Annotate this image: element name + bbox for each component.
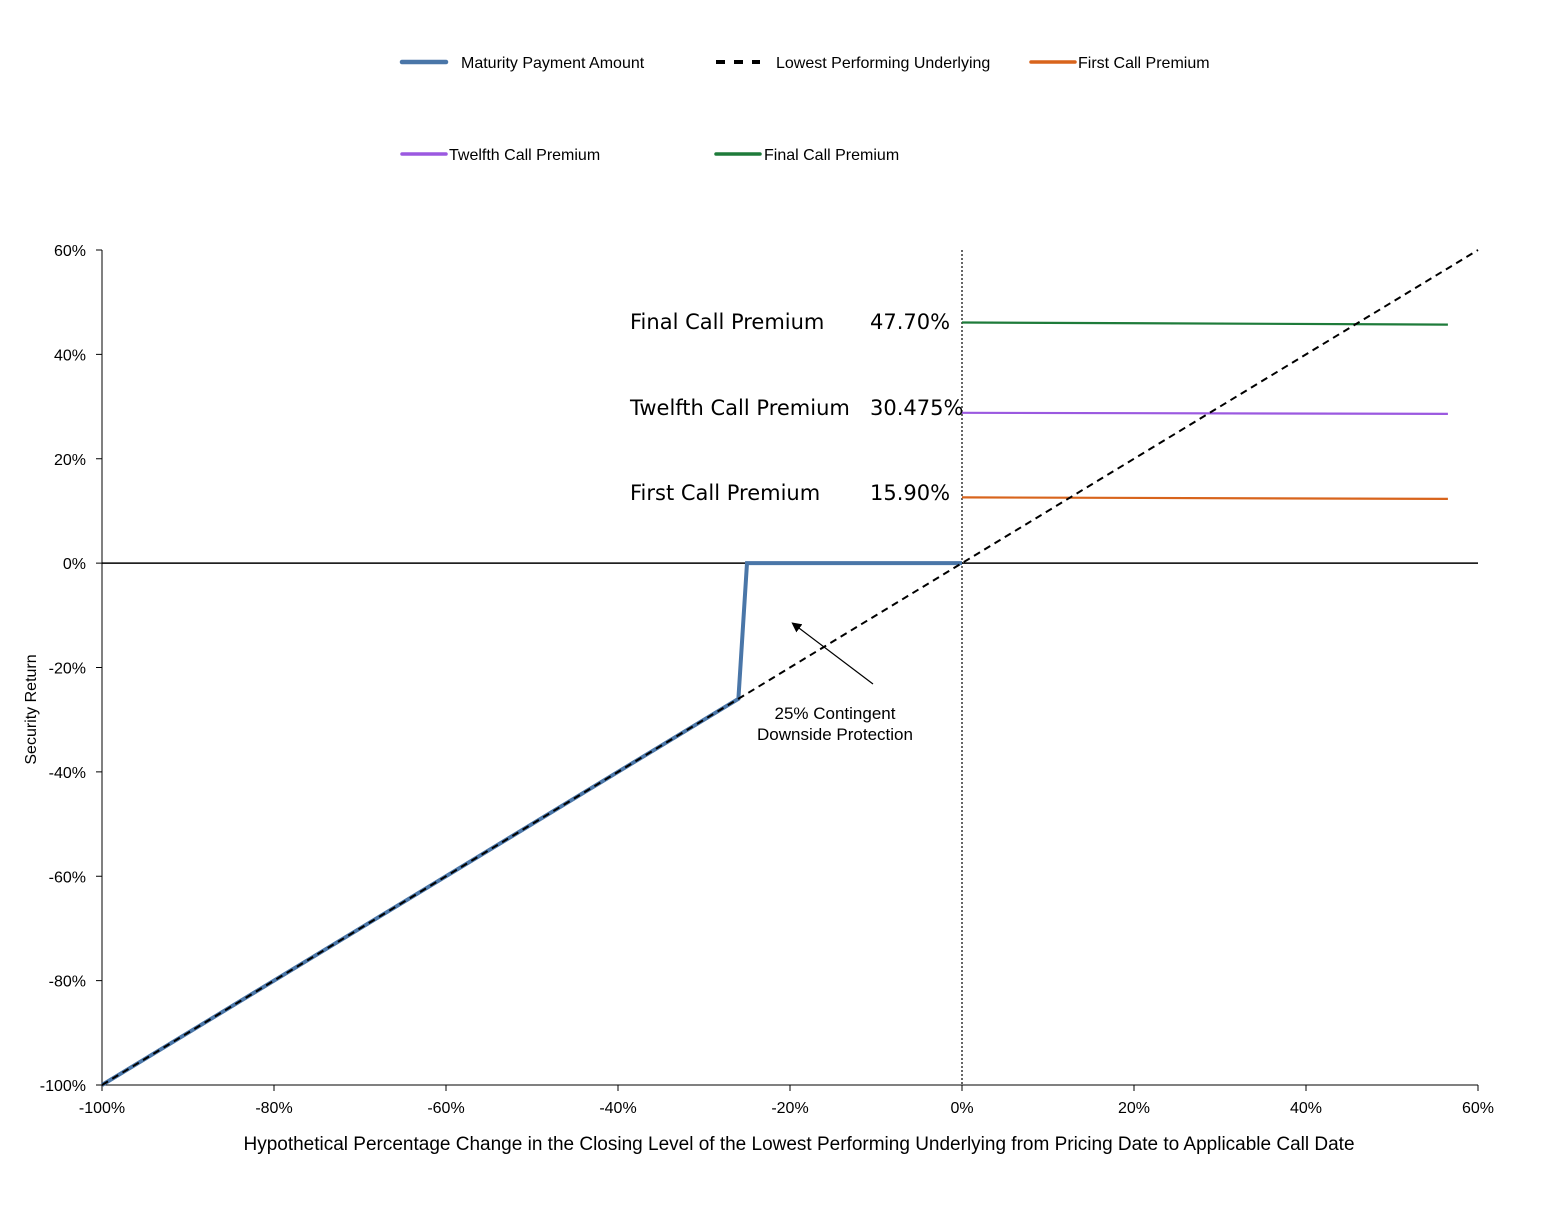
lowest-performing-underlying-series-line: [101, 249, 1479, 1086]
legend-label-twelfth-call-premium: Twelfth Call Premium: [449, 147, 600, 164]
legend-item-twelfth-call-premium: Twelfth Call Premium: [400, 147, 600, 164]
annotation-text-line: 25% Contingent: [775, 704, 896, 723]
x-tick-label: -40%: [599, 1100, 636, 1117]
legend-item-first-call-premium: First Call Premium: [1029, 55, 1210, 72]
final-call-premium-label: Final Call Premium: [630, 310, 824, 334]
annotation-text-line: Downside Protection: [757, 725, 913, 744]
axes: 60% 40% 20% 0% -20% -40% -60% -80% -100% -100% -80…: [23, 243, 1494, 1155]
y-tick-label: -100%: [40, 1078, 86, 1095]
y-axis-title: Security Return: [23, 654, 40, 764]
x-tick-label: -80%: [255, 1100, 292, 1117]
twelfth-call-premium-series-line: [961, 411, 1448, 415]
y-tick-label: -20%: [49, 661, 86, 678]
x-tick-label: -100%: [79, 1100, 125, 1117]
legend-label-final-call-premium: Final Call Premium: [764, 147, 899, 164]
first-call-premium-value: 15.90%: [870, 481, 950, 505]
x-tick-label: 40%: [1290, 1100, 1322, 1117]
x-tick-label: 20%: [1118, 1100, 1150, 1117]
first-call-premium-label: First Call Premium: [630, 481, 820, 505]
twelfth-call-premium-value: 30.475%: [870, 396, 963, 420]
legend-item-final-call-premium: Final Call Premium: [714, 147, 899, 164]
y-tick-label: 0%: [63, 556, 86, 573]
y-tick-label: 20%: [54, 452, 86, 469]
final-call-premium-series-line: [961, 321, 1448, 326]
x-tick-label: -60%: [427, 1100, 464, 1117]
legend-item-maturity-payment-amount: Maturity Payment Amount: [399, 55, 645, 72]
final-call-premium-value: 47.70%: [870, 310, 950, 334]
twelfth-call-premium-label: Twelfth Call Premium: [629, 396, 850, 420]
y-tick-label: 40%: [54, 347, 86, 364]
y-tick-label: -60%: [49, 869, 86, 886]
legend-label-lowest-performing-underlying: Lowest Performing Underlying: [776, 55, 990, 72]
x-axis-title: Hypothetical Percentage Change in the Cl…: [243, 1134, 1354, 1155]
legend: Maturity Payment Amount Lowest Performing…: [399, 55, 1210, 164]
legend-label-first-call-premium: First Call Premium: [1078, 55, 1210, 72]
x-tick-label: -20%: [771, 1100, 808, 1117]
annotation-arrow: [791, 622, 874, 685]
y-tick-label: -80%: [49, 974, 86, 991]
first-call-premium-series-line: [961, 496, 1448, 500]
x-tick-label: 60%: [1462, 1100, 1494, 1117]
legend-item-lowest-performing-underlying: Lowest Performing Underlying: [716, 55, 990, 72]
plot-area: [100, 249, 1479, 1087]
y-tick-label: 60%: [54, 243, 86, 260]
x-tick-label: 0%: [950, 1100, 973, 1117]
chart-labels: Final Call Premium 47.70% Twelfth Call Pre…: [629, 310, 963, 744]
y-tick-label: -40%: [49, 765, 86, 782]
legend-label-maturity-payment-amount: Maturity Payment Amount: [461, 55, 645, 72]
